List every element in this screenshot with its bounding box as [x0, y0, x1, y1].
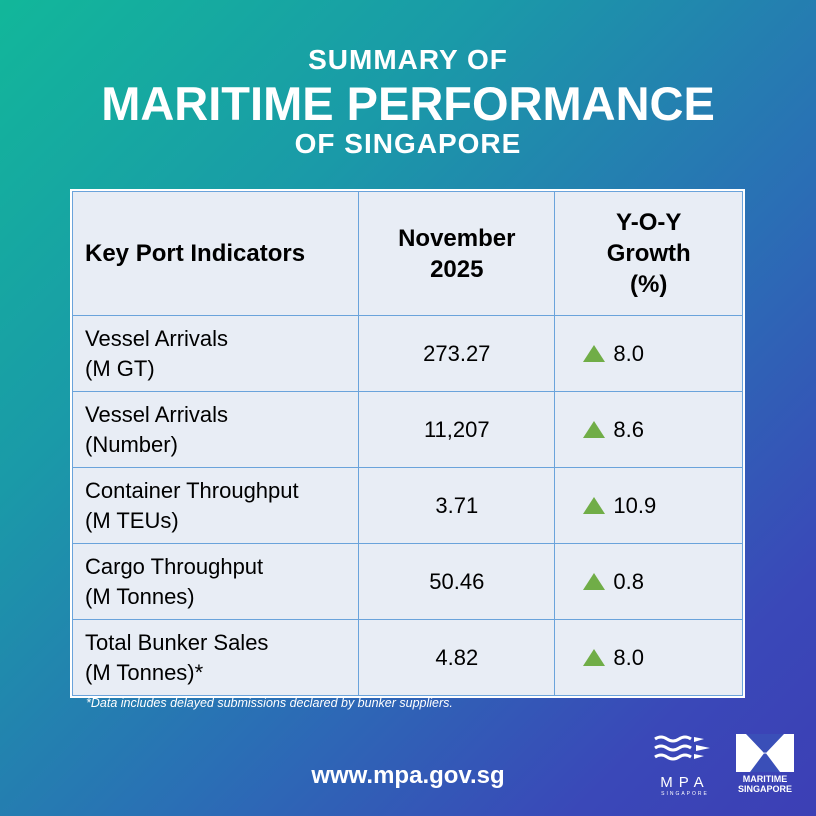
- value-cell: 3.71: [358, 467, 556, 544]
- indicator-name: Vessel Arrivals: [85, 401, 229, 427]
- indicator-cell: Container Throughput (M TEUs): [71, 467, 360, 544]
- growth-cell: 8.0: [554, 619, 743, 696]
- indicator-name: Container Throughput: [85, 477, 299, 503]
- growth-value: 10.9: [613, 492, 657, 518]
- indicator-unit: (Number): [85, 431, 178, 457]
- title-line-2: MARITIME PERFORMANCE: [101, 77, 715, 130]
- website-link[interactable]: www.mpa.gov.sg: [311, 762, 505, 789]
- value-cell: 11,207: [358, 391, 556, 468]
- table-row: Total Bunker Sales (M Tonnes)* 4.82 8.0: [71, 619, 743, 696]
- up-triangle-icon: [583, 572, 606, 590]
- up-triangle-icon: [583, 420, 606, 438]
- mpa-logo: MPA SINGAPORE: [652, 733, 718, 797]
- indicator-name: Vessel Arrivals: [85, 325, 229, 351]
- indicator-cell: Cargo Throughput (M Tonnes): [71, 543, 360, 620]
- growth-value: 8.0: [613, 340, 645, 366]
- growth-value: 8.0: [613, 644, 645, 670]
- header-row: Key Port Indicators November 2025 Y-O-Y …: [71, 191, 743, 316]
- indicator-unit: (M GT): [85, 355, 155, 381]
- value-cell: 4.82: [358, 619, 556, 696]
- title-line-3: OF SINGAPORE: [294, 128, 522, 159]
- growth-cell: 0.8: [554, 543, 743, 620]
- header-growth: Y-O-Y Growth (%): [554, 191, 743, 316]
- indicator-cell: Vessel Arrivals (M GT): [71, 315, 360, 392]
- footnote: *Data includes delayed submissions decla…: [86, 696, 453, 710]
- growth-cell: 8.0: [554, 315, 743, 392]
- table-row: Container Throughput (M TEUs) 3.71 10.9: [71, 467, 743, 544]
- growth-cell: 8.6: [554, 391, 743, 468]
- up-triangle-icon: [583, 496, 606, 514]
- indicator-unit: (M Tonnes): [85, 583, 195, 609]
- indicator-unit: (M TEUs): [85, 507, 179, 533]
- header-month: November 2025: [358, 191, 556, 316]
- indicator-cell: Total Bunker Sales (M Tonnes)*: [71, 619, 360, 696]
- indicator-cell: Vessel Arrivals (Number): [71, 391, 360, 468]
- table-row: Vessel Arrivals (M GT) 273.27 8.0: [71, 315, 743, 392]
- up-triangle-icon: [583, 648, 606, 666]
- growth-value: 8.6: [613, 416, 645, 442]
- indicator-name: Total Bunker Sales: [85, 629, 269, 655]
- growth-cell: 10.9: [554, 467, 743, 544]
- value-cell: 273.27: [358, 315, 556, 392]
- waves-icon: [654, 735, 710, 761]
- up-triangle-icon: [583, 344, 606, 362]
- growth-value: 0.8: [613, 568, 645, 594]
- table-row: Vessel Arrivals (Number) 11,207 8.6: [71, 391, 743, 468]
- title-line-1: SUMMARY OF: [308, 44, 508, 75]
- mpa-logo-text: MPA: [660, 774, 710, 791]
- indicator-name: Cargo Throughput: [85, 553, 264, 579]
- m-logo-icon: [736, 734, 794, 772]
- value-cell: 50.46: [358, 543, 556, 620]
- maritime-singapore-logo: MARITIME SINGAPORE: [735, 734, 795, 794]
- indicators-table: Key Port Indicators November 2025 Y-O-Y …: [70, 189, 745, 698]
- indicator-unit: (M Tonnes)*: [85, 659, 204, 685]
- header-indicators: Key Port Indicators: [71, 191, 360, 316]
- table-row: Cargo Throughput (M Tonnes) 50.46 0.8: [71, 543, 743, 620]
